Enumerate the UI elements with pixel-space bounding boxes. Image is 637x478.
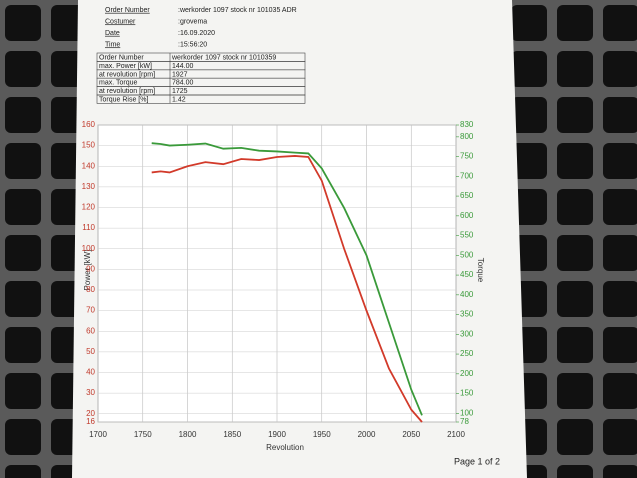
y-tick-label: 100 [82,244,96,253]
page-number: Page 1 of 2 [454,456,500,466]
y2-tick-label: 800 [460,132,474,141]
x-tick-label: 2000 [358,430,376,439]
y-axis-label: Power [kW] [83,250,92,291]
y2-tick-label: 78 [460,417,469,426]
y-tick-label: 120 [82,203,96,212]
y2-tick-label: 400 [460,290,474,299]
field-label: Time [105,41,120,48]
x-tick-label: 1700 [89,430,107,439]
y-tick-label: 90 [86,264,95,273]
table-cell: 1927 [172,71,188,78]
y2-tick-label: 150 [460,389,474,398]
x-tick-label: 1750 [134,430,152,439]
y2-tick-label: 450 [460,270,474,279]
series-line [151,155,423,423]
table-cell: max. Torque [99,80,137,87]
field-value: :15:56:20 [178,41,207,48]
y2-tick-label: 600 [460,211,474,220]
table-cell: max. Power [kW] [99,63,152,70]
y-tick-label: 110 [82,223,95,232]
y-tick-label: 30 [86,388,95,397]
y-tick-label: 70 [86,306,95,315]
table-cell: Order Number [99,55,144,62]
table-cell: 784.00 [172,80,194,87]
y2-axis-label: Torque [476,258,485,283]
field-label: Date [105,30,120,37]
table-row [96,94,306,104]
field-label: Costumer [105,18,136,25]
field-label: Order Number [105,7,150,14]
x-tick-label: 1800 [179,430,197,439]
x-tick-label: 1950 [313,430,331,439]
x-axis-label: Revolution [266,443,304,452]
y-tick-label: 160 [82,120,96,129]
x-tick-label: 1900 [268,430,286,439]
field-value: :werkorder 1097 stock nr 101035 ADR [178,7,297,14]
table-cell: Torque Rise [%] [99,97,148,104]
y-tick-label: 150 [82,141,96,150]
series-line [151,142,423,416]
y2-tick-label: 100 [460,408,474,417]
y2-tick-label: 250 [460,349,474,358]
y2-tick-label: 830 [460,120,474,129]
y-tick-label: 80 [86,285,95,294]
y-tick-label: 50 [86,347,95,356]
y2-tick-label: 350 [460,310,474,319]
y2-tick-label: 750 [460,152,474,161]
y-tick-label: 20 [86,409,95,418]
y2-tick-label: 700 [460,171,474,180]
y-tick-label: 60 [86,326,95,335]
y-tick-label: 140 [82,161,96,170]
x-tick-label: 2050 [402,430,420,439]
field-value: :16.09.2020 [178,30,215,37]
y2-tick-label: 200 [460,369,474,378]
y-tick-label: 40 [86,368,95,377]
y2-tick-label: 650 [460,191,474,200]
x-tick-label: 1850 [223,430,241,439]
y2-tick-label: 300 [460,329,474,338]
y-tick-label: 130 [82,182,96,191]
table-cell: 1725 [172,88,188,95]
table-cell: werkorder 1097 stock nr 1010359 [171,55,276,62]
table-cell: 144.00 [172,63,194,70]
y-tick-label: 16 [86,417,95,426]
y2-tick-label: 500 [460,250,474,259]
field-value: :grovema [178,18,207,25]
x-tick-label: 2100 [447,430,465,439]
table-cell: 1.42 [172,97,186,104]
y2-tick-label: 550 [460,231,474,240]
table-cell: at revolution [rpm] [99,88,155,95]
table-cell: at revolution [rpm] [99,71,155,78]
